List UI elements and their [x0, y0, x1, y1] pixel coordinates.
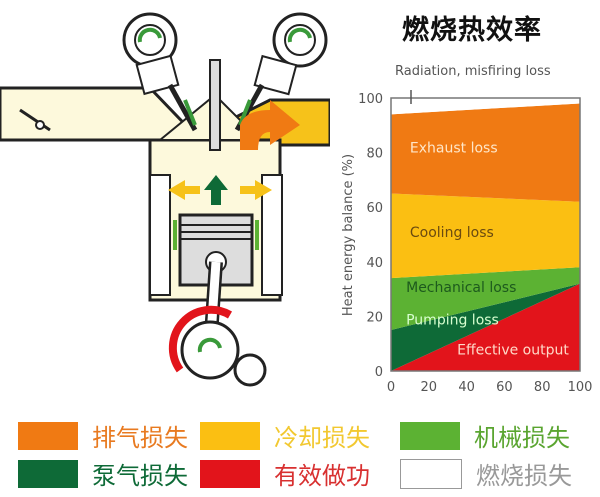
series-label: Pumping loss — [406, 313, 499, 329]
plot-frame — [390, 97, 581, 372]
legend-item: 机械损失 — [400, 418, 570, 453]
cylinder-wall-right — [261, 174, 283, 296]
legend-swatch — [18, 459, 78, 488]
y-tick-label: 80 — [366, 147, 383, 162]
legend-swatch — [200, 421, 260, 450]
legend-swatch — [18, 421, 78, 450]
cooling-arrow-right-icon — [240, 180, 272, 200]
area-mechanical-loss — [391, 267, 580, 331]
pulley-icon — [233, 353, 267, 387]
area-effective-output — [391, 283, 580, 371]
y-axis-label: Heat energy balance (%) — [341, 154, 356, 316]
series-label: Effective output — [457, 343, 569, 359]
y-tick-label: 0 — [375, 365, 383, 380]
intake-valve — [167, 83, 198, 132]
y-tick-label: 60 — [366, 201, 383, 216]
area-exhaust-loss — [391, 103, 580, 202]
legend-swatch — [400, 458, 462, 489]
y-tick-label: 100 — [358, 92, 383, 107]
legend-label: 冷却损失 — [274, 424, 370, 452]
legend-label: 燃烧损失 — [476, 462, 572, 490]
legend-label: 有效做功 — [274, 462, 370, 490]
throttle-valve — [19, 108, 51, 132]
friction-arrows-icon — [173, 220, 259, 250]
spark-plug-icon — [209, 59, 221, 151]
power-arrow-icon — [204, 175, 228, 205]
legend-label: 泵气损失 — [92, 462, 188, 490]
area-radiation-misfiring-loss — [391, 98, 580, 115]
series-label: Exhaust loss — [410, 141, 498, 157]
legend-item: 燃烧损失 — [400, 456, 572, 491]
exhaust-arrow-icon — [240, 100, 300, 150]
y-tick-label: 40 — [366, 256, 383, 271]
throttle-pivot — [35, 120, 45, 130]
legend-item: 泵气损失 — [18, 456, 188, 491]
x-tick-label: 20 — [421, 380, 438, 395]
legend-swatch — [200, 459, 260, 488]
page-title: 燃烧热效率 — [402, 15, 542, 46]
cylinder-wall-left — [149, 174, 171, 296]
crankshaft-icon — [180, 320, 240, 380]
legend-label: 机械损失 — [474, 424, 570, 452]
energy-balance-chart: Radiation, misfiring loss Heat energy ba… — [341, 64, 593, 395]
series-label: Cooling loss — [410, 225, 494, 241]
annotation-label: Radiation, misfiring loss — [395, 64, 551, 79]
output-arrow-icon — [168, 305, 233, 373]
x-tick-label: 100 — [568, 380, 593, 395]
area-cooling-loss — [391, 193, 580, 279]
legend-swatch — [400, 421, 460, 450]
x-tick-label: 0 — [387, 380, 395, 395]
area-pumping-loss — [391, 283, 580, 371]
engine-diagram — [0, 12, 330, 387]
exhaust-rocker — [253, 54, 298, 96]
intake-rocker — [135, 54, 180, 96]
cooling-arrow-left-icon — [168, 180, 200, 200]
x-tick-label: 60 — [496, 380, 513, 395]
x-tick-label: 40 — [458, 380, 475, 395]
legend-label: 排气损失 — [92, 424, 188, 452]
x-tick-label: 80 — [534, 380, 551, 395]
legend-item: 有效做功 — [200, 456, 370, 491]
y-tick-label: 20 — [366, 310, 383, 325]
legend-item: 排气损失 — [18, 418, 188, 453]
legend-item: 冷却损失 — [200, 418, 370, 453]
series-label: Mechanical loss — [406, 280, 516, 296]
